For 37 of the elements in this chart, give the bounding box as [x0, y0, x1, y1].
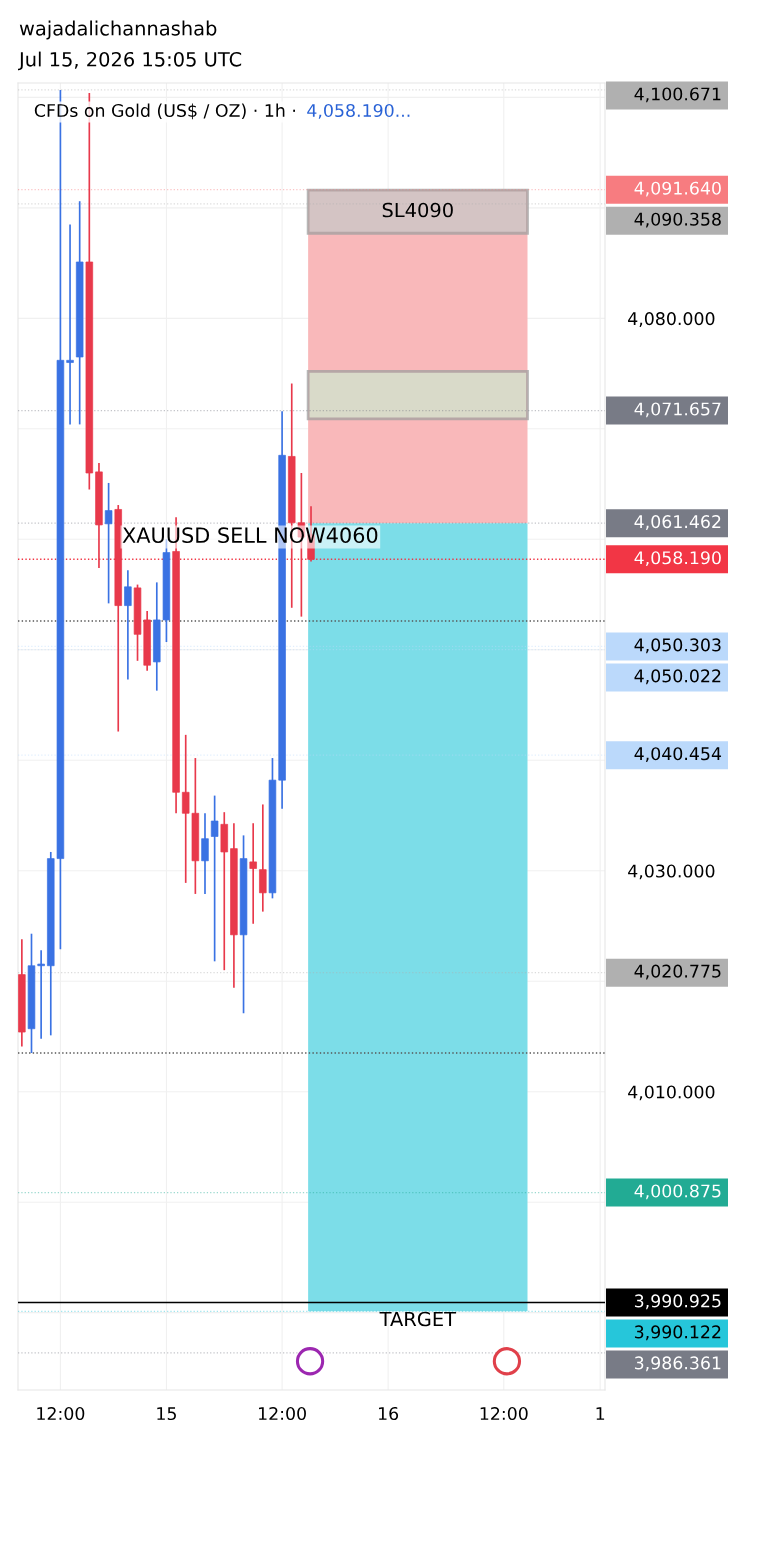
x-tick-label: 1 — [596, 1407, 605, 1420]
ref-line-label: 4,100.671 — [634, 87, 721, 103]
band-label: TARGET — [379, 1311, 457, 1327]
y-tick-label: 4,030.000 — [628, 864, 715, 880]
ref-line-label: 4,090.358 — [634, 212, 721, 228]
ref-line-label: 3,986.361 — [634, 1356, 721, 1372]
text: CFDs on Gold (US$ / OZ) · 1h · — [34, 103, 295, 120]
ref-line-label: 3,990.925 — [634, 1294, 721, 1310]
ref-line-label: 4,061.462 — [634, 515, 721, 530]
ref-line-label: 4,050.303 — [634, 638, 721, 654]
y-tick-label: 4,010.000 — [628, 1085, 715, 1101]
text: 4,058.190... — [307, 103, 410, 119]
candlestick — [104, 482, 113, 605]
candlestick — [259, 803, 267, 913]
ref-line-label: 4,000.875 — [634, 1184, 721, 1200]
x-tick-label: 12:00 — [258, 1406, 306, 1421]
ref-line-label: 4,091.640 — [634, 181, 721, 197]
candlestick — [66, 223, 74, 426]
ref-line-label: 4,050.022 — [634, 669, 721, 685]
x-tick-label: 15 — [157, 1407, 176, 1421]
candlestick — [210, 794, 219, 963]
band-label: SL4090 — [382, 202, 453, 218]
ref-line-label: 4,040.454 — [634, 747, 722, 763]
text: Jul 15, 2026 15:05 UTC — [17, 51, 242, 71]
ref-line-label: 3,990.122 — [634, 1325, 721, 1341]
text: wajadalichannashab — [19, 20, 217, 40]
candlestick — [124, 569, 132, 681]
annotation: XAUUSD SELL NOW4060 — [122, 527, 378, 544]
ref-line-label: 4,058.190 — [634, 551, 721, 567]
candlestick — [249, 822, 257, 925]
x-tick-label: 12:00 — [37, 1406, 85, 1421]
ref-line-label: 4,020.775 — [634, 964, 721, 980]
x-tick-label: 16 — [378, 1406, 399, 1421]
y-tick-label: 4,080.000 — [628, 312, 715, 327]
ref-line-label: 4,071.657 — [634, 402, 721, 418]
candlestick — [201, 812, 209, 895]
x-tick-label: 12:00 — [480, 1406, 528, 1421]
